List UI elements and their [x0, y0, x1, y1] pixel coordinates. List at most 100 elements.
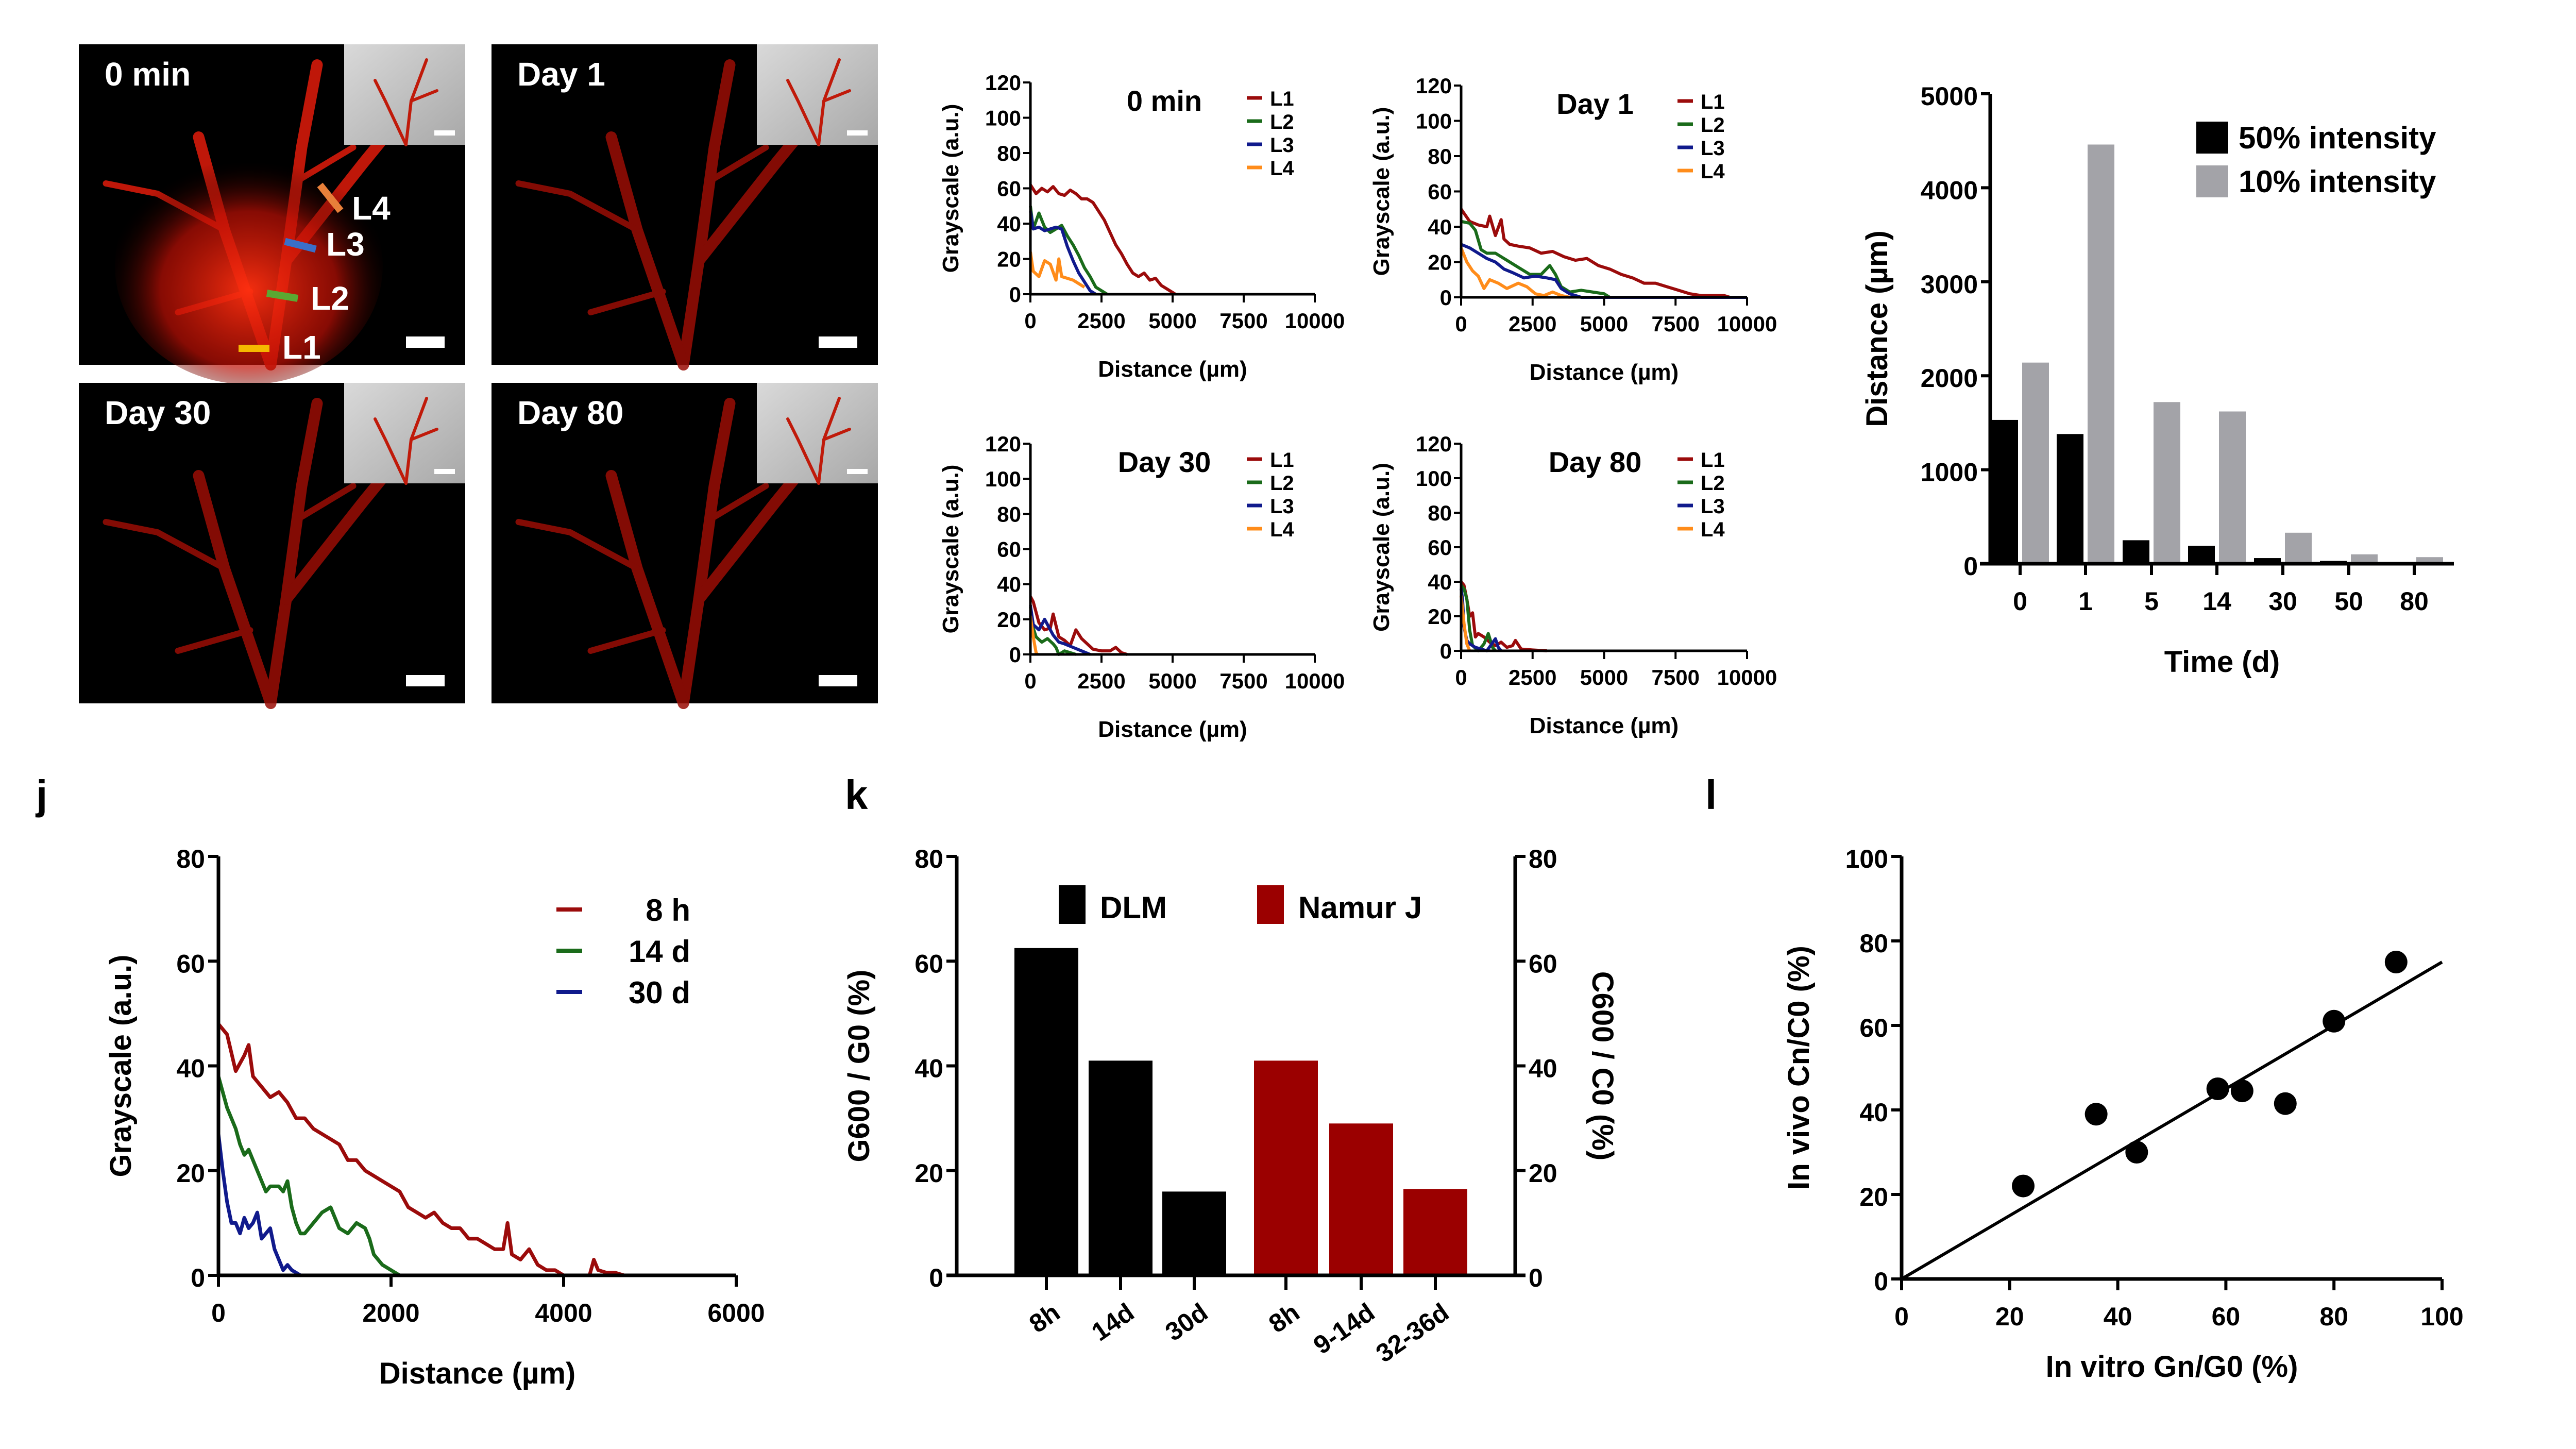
inset-vessel-tree	[374, 397, 438, 485]
x-tick-label: 5000	[1580, 312, 1628, 336]
bar-10pct	[2285, 532, 2312, 564]
y-tick-label: 120	[1416, 74, 1452, 98]
y-tick-label-left: 60	[914, 949, 943, 978]
x-tick-label: 5000	[1148, 309, 1196, 333]
y-tick-label-right: 60	[1529, 949, 1557, 978]
line-marker-label: L1	[282, 329, 321, 366]
inset-vessel-branch	[786, 417, 820, 485]
vessel-branch	[711, 144, 769, 181]
micrograph-label: Day 1	[517, 56, 605, 93]
x-tick-label: 40	[2104, 1302, 2132, 1331]
legend-label: Namur J	[1298, 890, 1422, 925]
y-tick-label: 80	[176, 845, 205, 873]
bar-10pct	[2219, 411, 2246, 564]
x-tick-label: 2500	[1077, 309, 1125, 333]
x-axis-label: Time (d)	[2164, 645, 2280, 679]
chart-title: Day 30	[1118, 446, 1211, 478]
x-tick-label: 30	[2268, 587, 2297, 616]
series-line-30d	[216, 1134, 301, 1277]
legend-label: L2	[1270, 111, 1294, 133]
legend-label: L2	[1270, 472, 1294, 495]
bar-50pct	[2123, 540, 2149, 564]
vessel-branch	[587, 289, 666, 315]
inset-vessel-branch	[822, 89, 851, 103]
y-tick-label: 120	[985, 432, 1021, 456]
inset-photo	[344, 44, 465, 145]
y-tick-label: 40	[1428, 215, 1452, 239]
x-tick-label: 32-36d	[1370, 1298, 1454, 1368]
y-tick-label: 80	[1859, 929, 1888, 958]
y-tick-label: 1000	[1921, 458, 1978, 487]
y-axis-label: Grayscale (a.u.)	[1369, 463, 1394, 632]
inset-photo	[344, 383, 465, 483]
vessel-branch	[515, 519, 640, 571]
x-tick-label: 1	[2078, 587, 2093, 616]
y-tick-label: 0	[1440, 639, 1452, 663]
series-line-l2	[1029, 606, 1077, 656]
x-tick-label: 10000	[1717, 312, 1777, 336]
series-line-l1	[1460, 208, 1731, 299]
y-tick-label: 20	[997, 247, 1021, 272]
y-axis-label: Grayscale (a.u.)	[1369, 107, 1394, 276]
x-tick-label: 4000	[535, 1299, 592, 1327]
inset-vessel-tree	[786, 58, 851, 146]
profile-chart-day80: 0 20 40 60 80 100 120 0 2500 5000 7500 10000 Distanc…	[1369, 432, 1777, 738]
chart-title: Day 80	[1549, 446, 1642, 478]
series-line-l4	[1460, 247, 1570, 299]
y-tick-label: 60	[1428, 180, 1452, 204]
bar-dlm	[1014, 948, 1078, 1275]
x-tick-label: 2500	[1509, 665, 1556, 689]
y-tick-label: 0	[1440, 285, 1452, 310]
panel-letter-j: j	[35, 772, 47, 818]
legend-swatch	[2196, 122, 2228, 154]
data-point	[2012, 1174, 2035, 1198]
legend-label: 14 d	[629, 934, 690, 969]
legend-label: 10% intensity	[2239, 164, 2436, 199]
series-line-l1	[1460, 581, 1547, 652]
bar-namur-j	[1329, 1123, 1393, 1275]
x-tick-label: 10000	[1285, 309, 1345, 333]
y-axis-label: Grayscale (a.u.)	[938, 104, 963, 273]
y-tick-label: 40	[997, 572, 1021, 597]
x-tick-label: 14d	[1087, 1298, 1140, 1346]
legend-label: L3	[1701, 137, 1725, 160]
y-tick-label-right: 80	[1529, 845, 1557, 873]
legend-label: 30 d	[629, 975, 690, 1010]
series-line-14d	[216, 1075, 401, 1277]
x-tick-label: 50	[2334, 587, 2363, 616]
vessel-branch	[677, 398, 736, 709]
x-tick-label: 0	[211, 1299, 226, 1327]
line-marker-label: L2	[311, 280, 349, 317]
legend-label: L4	[1701, 160, 1725, 183]
y-tick-label: 3000	[1921, 270, 1978, 299]
y-tick-label: 40	[1859, 1098, 1888, 1127]
y-tick-label: 5000	[1921, 82, 1978, 111]
inset-scale-bar	[847, 130, 868, 136]
inset-vessel-tree	[786, 397, 851, 485]
panel-j-chart: 0 20 40 60 80 0 2000 4000 6000 Distance (µm) Grays…	[104, 845, 765, 1390]
micrograph-4: Day 80	[492, 383, 878, 709]
data-point	[2206, 1077, 2229, 1100]
y-tick-label: 40	[997, 212, 1021, 236]
vessel-branch	[175, 627, 253, 654]
dye-diffusion-glow	[115, 147, 383, 384]
series-line-l1	[1029, 596, 1128, 656]
y-axis-label: Grayscale (a.u.)	[104, 955, 138, 1177]
y-tick-label: 0	[191, 1263, 205, 1292]
bar-10pct	[2022, 362, 2049, 564]
vessel-branch	[103, 519, 228, 571]
inset-scale-bar	[434, 130, 455, 136]
x-axis-label: Distance (µm)	[379, 1357, 576, 1390]
y-tick-label: 60	[176, 949, 205, 978]
legend-label: L2	[1701, 114, 1725, 137]
y-axis-label: Distance (µm)	[1860, 230, 1894, 427]
x-tick-label: 5000	[1148, 669, 1196, 693]
inset-scale-bar	[434, 469, 455, 474]
micrograph-label: Day 80	[517, 394, 623, 431]
y-tick-label: 120	[985, 71, 1021, 95]
y-tick-label: 80	[1428, 144, 1452, 169]
legend-label: L1	[1270, 449, 1294, 471]
y-axis-label-left: G600 / G0 (%)	[842, 970, 876, 1162]
x-tick-label: 0	[1455, 665, 1467, 689]
